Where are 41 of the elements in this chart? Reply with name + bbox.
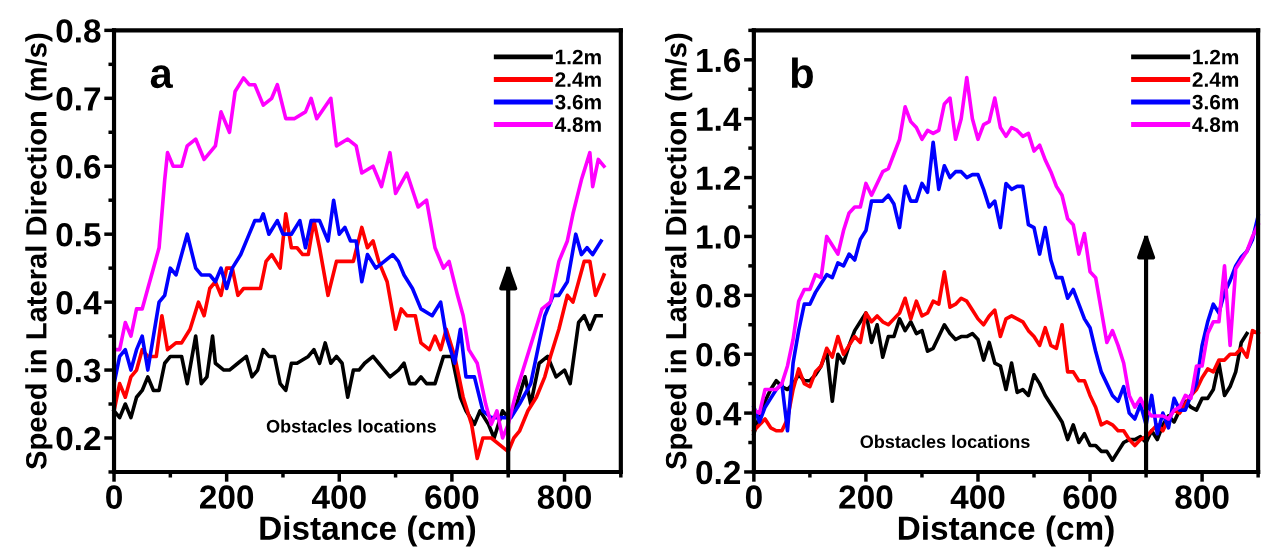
legend-label: 2.4m: [1192, 72, 1239, 87]
y-tick-label: 0.2: [56, 426, 101, 451]
y-tick-label: 0.2: [696, 460, 741, 485]
y-axis-title: Speed in Lateral Direction (m/s): [665, 33, 693, 470]
annotation: b: [791, 57, 813, 89]
x-tick-label: 0: [106, 485, 122, 509]
x-tick-label: 600: [1063, 485, 1117, 509]
x-tick-label: 800: [537, 485, 591, 509]
x-tick-label: 800: [1175, 485, 1229, 509]
legend-label: 1.2m: [1193, 49, 1239, 65]
y-tick-label: 0.5: [56, 222, 101, 247]
x-tick-label: 200: [200, 485, 254, 509]
legend-label: 3.6m: [555, 94, 601, 110]
y-tick-label: 0.8: [696, 284, 741, 308]
x-tick-label: 600: [425, 485, 479, 509]
y-tick-label: 1.6: [697, 48, 741, 73]
x-axis-title: Distance (cm): [898, 515, 1114, 547]
legend-label: 2.4m: [555, 72, 601, 87]
annotation: Obstacles locations: [266, 419, 436, 433]
legend-label: 3.6m: [1192, 94, 1239, 110]
y-tick-label: 0.8: [56, 19, 101, 43]
annotation: Obstacles locations: [860, 434, 1030, 449]
y-tick-label: 0.6: [696, 343, 741, 367]
x-tick-label: 200: [839, 485, 893, 509]
y-tick-label: 0.3: [56, 358, 101, 383]
y-axis-title: Speed in Lateral Direction (m/s): [25, 33, 53, 470]
legend-label: 4.8m: [554, 117, 601, 133]
x-tick-label: 0: [745, 485, 762, 509]
x-tick-label: 400: [950, 485, 1005, 509]
y-tick-label: 0.4: [696, 401, 742, 426]
legend-label: 1.2m: [555, 49, 601, 65]
x-axis-title: Distance (cm): [260, 515, 476, 547]
legend-label: 4.8m: [1192, 117, 1239, 133]
y-tick-label: 1.0: [697, 225, 740, 249]
y-tick-label: 1.4: [697, 107, 742, 131]
annotation: a: [150, 65, 173, 89]
y-tick-label: 0.6: [56, 155, 101, 179]
y-tick-label: 0.4: [56, 290, 102, 315]
x-tick-label: 400: [311, 485, 366, 509]
y-tick-label: 1.2: [697, 166, 741, 190]
y-tick-label: 0.7: [56, 87, 101, 111]
